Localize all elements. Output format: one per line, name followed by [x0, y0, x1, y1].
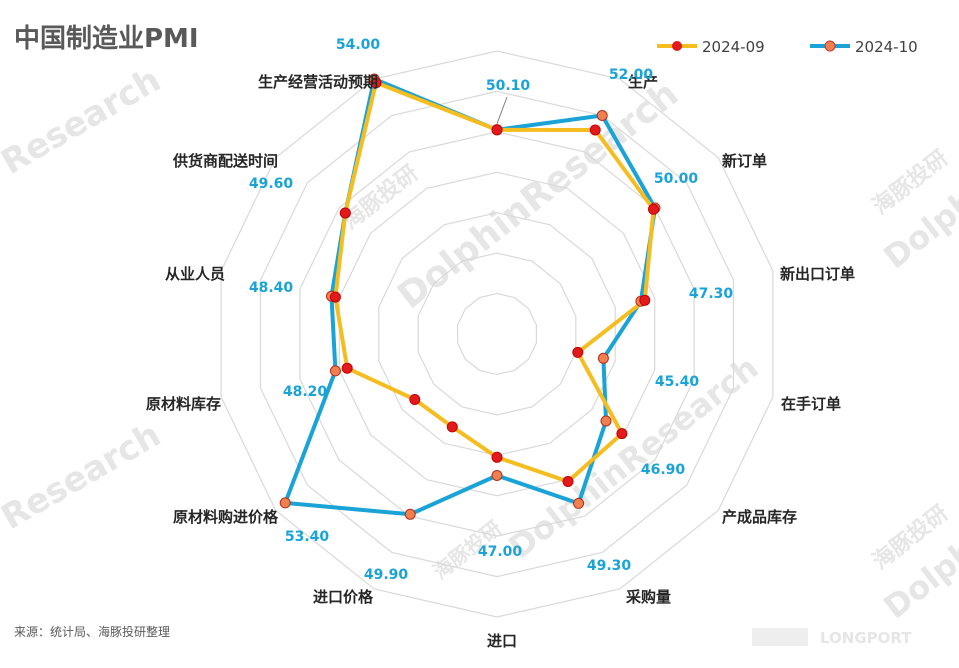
category-label: 进口 — [487, 632, 517, 650]
value-label: 53.40 — [285, 529, 330, 545]
category-label: 进口价格 — [313, 588, 374, 606]
value-label: 54.00 — [336, 37, 381, 53]
series-point-2024-10 — [491, 470, 503, 481]
value-label: 47.30 — [689, 286, 734, 302]
series-point-2024-10 — [597, 352, 609, 364]
legend-label-2024-10: 2024-10 — [855, 38, 918, 56]
series-point-2024-10 — [596, 110, 608, 121]
value-label: 47.00 — [478, 544, 523, 560]
grid-ring — [299, 131, 695, 537]
category-label: 生产经营活动预期 — [258, 73, 378, 91]
grid-ring — [417, 252, 577, 416]
series-layer — [279, 73, 661, 520]
watermark-text: Research — [0, 415, 167, 538]
legend-item-2024-09: 2024-09 — [657, 38, 765, 56]
series-point-2024-09 — [589, 124, 601, 136]
series-point-2024-09 — [341, 362, 353, 374]
series-point-2024-09 — [339, 207, 351, 219]
value-label: 45.40 — [655, 374, 700, 390]
value-label-top: 50.10 — [486, 78, 531, 94]
series-point-2024-10 — [404, 508, 416, 520]
chart-title: 中国制造业PMI — [14, 24, 199, 54]
category-label: 产成品库存 — [722, 508, 797, 526]
watermark-text: DolphinResearch — [502, 348, 766, 566]
series-point-2024-10 — [329, 365, 341, 377]
series-point-2024-09 — [329, 291, 341, 303]
series-point-2024-09 — [409, 394, 421, 405]
value-label: 49.60 — [249, 176, 294, 192]
series-point-2024-09 — [446, 421, 458, 433]
series-point-2024-09 — [562, 476, 574, 487]
legend-marker-2024-10 — [824, 40, 836, 52]
series-point-2024-09 — [639, 294, 651, 306]
value-label: 48.20 — [283, 384, 328, 400]
category-label: 生产 — [628, 73, 658, 91]
legend-item-2024-10: 2024-10 — [810, 38, 918, 56]
category-label: 从业人员 — [165, 265, 225, 283]
series-point-2024-10 — [600, 415, 612, 427]
watermark-longport: LONGPORT — [820, 629, 912, 647]
category-label: 新出口订单 — [780, 265, 855, 283]
watermark-text: Research — [0, 60, 167, 183]
category-label: 原材料购进价格 — [173, 508, 279, 526]
value-label: 50.00 — [654, 171, 699, 187]
grid-ring — [457, 292, 538, 376]
series-point-2024-09 — [572, 346, 584, 358]
grid-ring — [259, 90, 735, 578]
source-note: 来源：统计局、海豚投研整理 — [14, 624, 170, 639]
category-label: 采购量 — [625, 588, 671, 606]
value-label: 46.90 — [641, 462, 686, 478]
legend: 2024-09 2024-10 — [657, 38, 918, 56]
value-label-leader — [496, 96, 508, 124]
category-label: 供货商配送时间 — [172, 152, 278, 170]
legend-marker-2024-09 — [672, 41, 682, 51]
category-label: 新订单 — [722, 152, 767, 170]
series-point-2024-10 — [573, 497, 585, 509]
series-point-2024-09 — [370, 77, 382, 89]
series-point-2024-09 — [648, 203, 659, 215]
radar-grid — [220, 50, 774, 618]
grid-ring — [220, 50, 774, 618]
series-point-2024-10 — [279, 497, 291, 509]
series-point-2024-09 — [491, 124, 503, 136]
value-label: 49.30 — [587, 558, 632, 574]
category-label: 原材料库存 — [146, 395, 221, 413]
value-label: 49.90 — [364, 567, 409, 583]
grid-ring — [338, 171, 656, 497]
series-point-2024-09 — [616, 428, 628, 440]
series-point-2024-09 — [491, 451, 503, 463]
watermark-logo-icon — [752, 628, 808, 646]
value-label: 52.00 — [609, 67, 654, 83]
value-label: 48.40 — [249, 280, 294, 296]
legend-label-2024-09: 2024-09 — [702, 38, 765, 56]
category-label: 在手订单 — [781, 395, 841, 413]
